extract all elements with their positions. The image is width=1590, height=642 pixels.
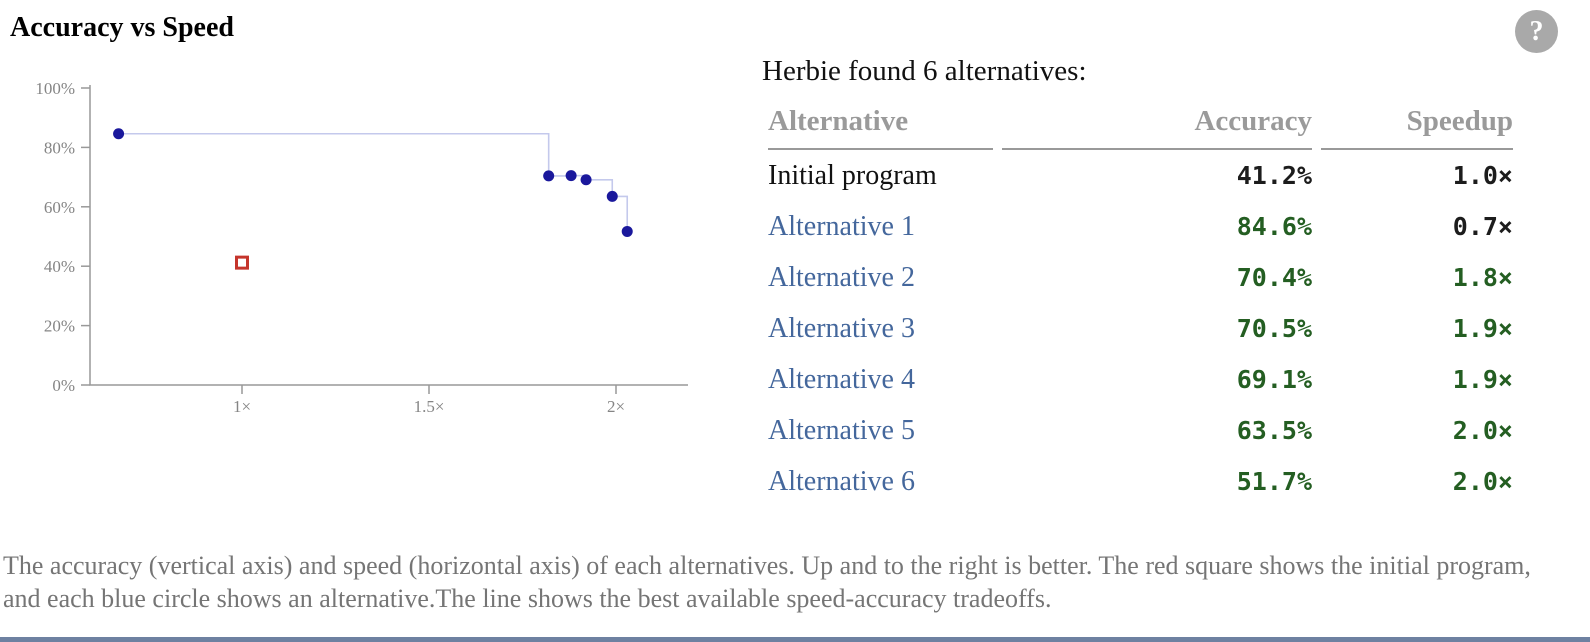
- next-section-divider: [0, 637, 1590, 642]
- alternative-point[interactable]: [113, 128, 125, 140]
- speedup-value: 1.8×: [1452, 263, 1513, 292]
- speedup-value: 1.9×: [1452, 365, 1513, 394]
- alternative-point[interactable]: [621, 225, 633, 237]
- accuracy-value: 70.5%: [1236, 314, 1312, 343]
- y-tick-label: 0%: [52, 376, 75, 395]
- speedup-value: 1.9×: [1452, 314, 1513, 343]
- column-header-speedup: Speedup: [1321, 104, 1513, 150]
- alternative-link[interactable]: Alternative 4: [768, 363, 915, 395]
- plot-caption: The accuracy (vertical axis) and speed (…: [3, 551, 1531, 613]
- alternative-link[interactable]: Alternative 2: [768, 261, 915, 293]
- alternative-link[interactable]: Alternative 1: [768, 210, 915, 242]
- results-panel: Herbie found 6 alternatives: Alternative…: [759, 55, 1529, 507]
- alternative-link[interactable]: Alternative 5: [768, 414, 915, 446]
- y-tick-label: 20%: [44, 317, 75, 336]
- alternative-link[interactable]: Alternative 6: [768, 465, 915, 497]
- alternative-point[interactable]: [565, 170, 577, 182]
- table-row: Alternative 2 70.4% 1.8×: [768, 252, 1513, 303]
- accuracy-value: 41.2%: [1236, 161, 1312, 190]
- table-row: Initial program 41.2% 1.0×: [768, 150, 1513, 201]
- table-header-row: Alternative Accuracy Speedup: [768, 104, 1513, 150]
- table-row: Alternative 1 84.6% 0.7×: [768, 201, 1513, 252]
- speedup-value: 2.0×: [1452, 416, 1513, 445]
- results-heading: Herbie found 6 alternatives:: [762, 55, 1087, 87]
- alternative-point[interactable]: [543, 170, 555, 182]
- y-tick-label: 60%: [44, 198, 75, 217]
- alternatives-table: Alternative Accuracy Speedup Initial pro…: [759, 104, 1522, 507]
- accuracy-vs-speed-plot: 0% 20% 40% 60% 80% 100% 1× 1.5× 2×: [0, 0, 700, 430]
- x-tick-label: 2×: [607, 397, 625, 416]
- table-row: Alternative 4 69.1% 1.9×: [768, 354, 1513, 405]
- page-title: Accuracy vs Speed: [10, 12, 234, 43]
- x-tick-label: 1.5×: [414, 397, 445, 416]
- table-row: Alternative 3 70.5% 1.9×: [768, 303, 1513, 354]
- y-tick-label: 100%: [35, 79, 75, 98]
- alternative-point[interactable]: [580, 174, 592, 186]
- table-row: Alternative 5 63.5% 2.0×: [768, 405, 1513, 456]
- speedup-value: 1.0×: [1452, 161, 1513, 190]
- question-mark-icon: ?: [1529, 15, 1544, 47]
- initial-program-label: Initial program: [768, 159, 937, 191]
- alternative-link[interactable]: Alternative 3: [768, 312, 915, 344]
- accuracy-value: 51.7%: [1236, 467, 1312, 496]
- accuracy-value: 69.1%: [1236, 365, 1312, 394]
- accuracy-value: 70.4%: [1236, 263, 1312, 292]
- column-header-accuracy: Accuracy: [1002, 104, 1312, 150]
- table-row: Alternative 6 51.7% 2.0×: [768, 456, 1513, 507]
- column-header-alternative: Alternative: [768, 104, 993, 150]
- initial-program-point[interactable]: [235, 255, 249, 270]
- y-tick-label: 40%: [44, 257, 75, 276]
- accuracy-value: 84.6%: [1236, 212, 1312, 241]
- help-button[interactable]: ?: [1515, 10, 1558, 53]
- axis-lines: [89, 85, 688, 386]
- speedup-value: 2.0×: [1452, 467, 1513, 496]
- x-tick-label: 1×: [233, 397, 251, 416]
- y-tick-label: 80%: [44, 138, 75, 157]
- alternatives-table-body: Initial program 41.2% 1.0× Alternative 1 84.…: [768, 150, 1513, 507]
- pareto-frontier-line: [118, 132, 629, 232]
- accuracy-value: 63.5%: [1236, 416, 1312, 445]
- alternative-point[interactable]: [606, 190, 618, 202]
- pareto-plot-svg: 0% 20% 40% 60% 80% 100% 1× 1.5× 2×: [35, 79, 688, 416]
- speedup-value: 0.7×: [1452, 212, 1513, 241]
